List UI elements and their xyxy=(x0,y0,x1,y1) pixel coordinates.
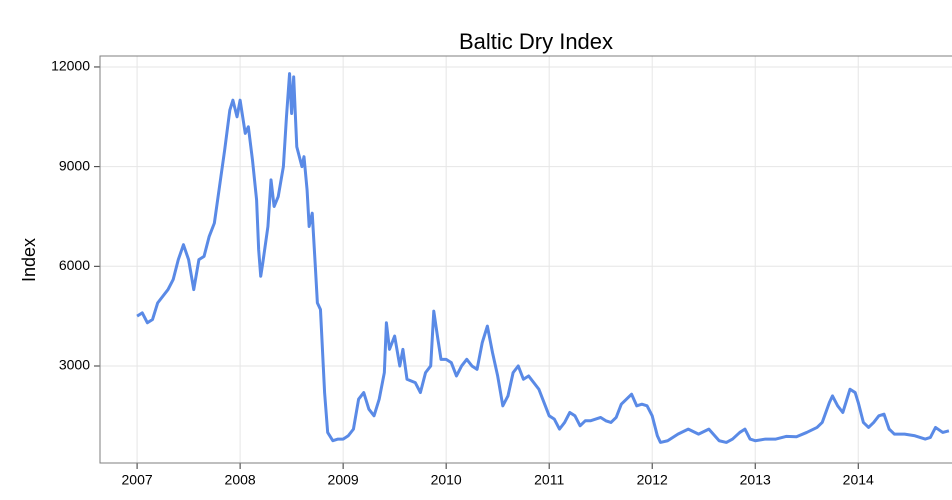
x-tick-label: 2009 xyxy=(328,472,359,488)
y-tick-label: 12000 xyxy=(51,58,90,74)
x-tick-label: 2014 xyxy=(843,472,874,488)
chart-title: Baltic Dry Index xyxy=(459,29,613,54)
x-tick-label: 2011 xyxy=(534,472,564,488)
y-axis-label: Index xyxy=(19,238,39,282)
data-line xyxy=(136,72,950,444)
x-tick-label: 2013 xyxy=(740,472,771,488)
x-tick-label: 2008 xyxy=(225,472,256,488)
x-tick-label: 2010 xyxy=(431,472,462,488)
y-tick-label: 6000 xyxy=(59,257,90,273)
x-tick-label: 2012 xyxy=(637,472,668,488)
x-tick-label: 2007 xyxy=(122,472,153,488)
y-tick-label: 3000 xyxy=(59,357,90,373)
y-tick-label: 9000 xyxy=(59,157,90,173)
plot-border xyxy=(99,55,952,464)
